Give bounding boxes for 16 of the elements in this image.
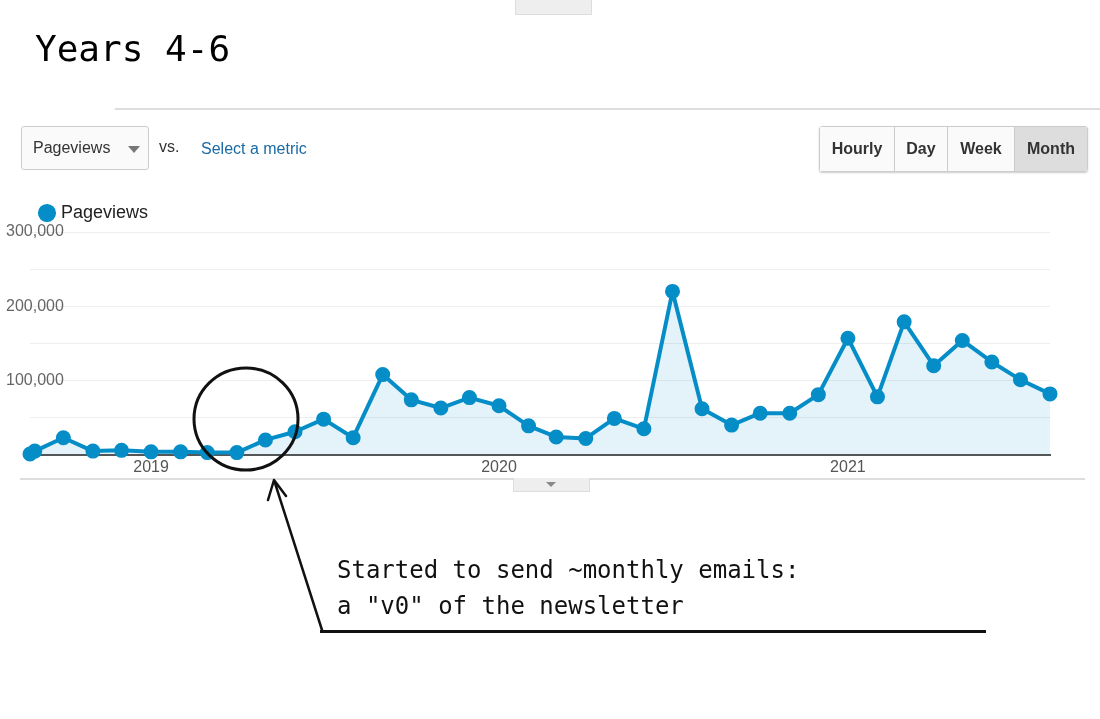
x-tick-label: 2019: [133, 457, 169, 475]
text: Hourly: [820, 127, 894, 171]
y-tick-label: 200,000: [6, 296, 64, 314]
chart-title: Years 4-6: [35, 28, 231, 69]
text: Week: [947, 127, 1014, 171]
x-tick-label: 2021: [830, 457, 866, 475]
legend-label: Pageviews: [61, 201, 149, 222]
text: Started to send ~monthly emails: a "v0" of the newsletter: [337, 555, 800, 622]
y-tick-label: 300,000: [6, 222, 64, 240]
text: Day: [894, 127, 947, 171]
text: Month: [1014, 127, 1087, 171]
text: vs.: [159, 138, 180, 156]
text: Select a metric: [201, 140, 307, 158]
x-tick-label: 2020: [481, 457, 517, 475]
y-tick-label: 100,000: [6, 370, 64, 388]
text: Pageviews: [33, 139, 111, 157]
